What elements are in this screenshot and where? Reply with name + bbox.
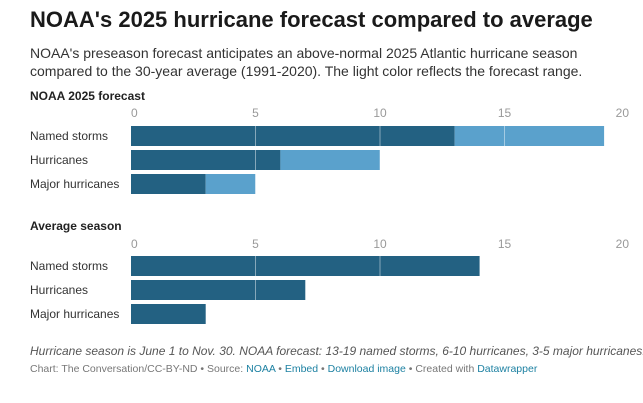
- bar: [454, 126, 605, 146]
- credits-prefix: Chart: The Conversation/CC-BY-ND • Sourc…: [30, 363, 247, 375]
- x-tick-label: 15: [498, 237, 512, 251]
- x-tick-label: 0: [131, 237, 138, 251]
- panel-title: NOAA 2025 forecast: [30, 89, 145, 103]
- category-label: Named storms: [30, 129, 108, 143]
- x-tick-label: 20: [616, 237, 630, 251]
- category-label: Named storms: [30, 259, 108, 273]
- x-tick-label: 5: [252, 106, 259, 120]
- chart-note: Hurricane season is June 1 to Nov. 30. N…: [30, 344, 643, 358]
- bar: [131, 126, 455, 146]
- chart-title: NOAA's 2025 hurricane forecast compared …: [30, 7, 593, 32]
- source-link[interactable]: NOAA: [246, 363, 276, 375]
- credits-separator: • Created with: [405, 363, 478, 375]
- credits-separator: •: [275, 363, 285, 375]
- x-tick-label: 20: [616, 106, 630, 120]
- chart-area: NOAA 2025 forecast 0 5 10 15 20 Named storms Hu…: [30, 89, 630, 326]
- x-tick-label: 15: [498, 106, 512, 120]
- category-label: Hurricanes: [30, 283, 88, 297]
- category-label: Major hurricanes: [30, 307, 119, 321]
- credits-separator: •: [318, 363, 328, 375]
- bar: [131, 150, 281, 170]
- x-tick-label: 5: [252, 237, 259, 251]
- chart-credits: Chart: The Conversation/CC-BY-ND • Sourc…: [30, 363, 537, 375]
- bar: [131, 304, 206, 324]
- category-label: Hurricanes: [30, 153, 88, 167]
- datawrapper-link[interactable]: Datawrapper: [477, 363, 538, 375]
- bar: [205, 174, 256, 194]
- bar: [280, 150, 380, 170]
- panel-title: Average season: [30, 219, 122, 233]
- download-image-link[interactable]: Download image: [327, 363, 406, 375]
- bar: [131, 256, 480, 276]
- x-tick-label: 10: [373, 106, 387, 120]
- bar: [131, 174, 206, 194]
- chart-description: NOAA's preseason forecast anticipates an…: [30, 45, 583, 79]
- category-label: Major hurricanes: [30, 177, 119, 191]
- bar: [131, 280, 306, 300]
- x-tick-label: 10: [373, 237, 387, 251]
- embed-link[interactable]: Embed: [284, 363, 319, 375]
- x-tick-label: 0: [131, 106, 138, 120]
